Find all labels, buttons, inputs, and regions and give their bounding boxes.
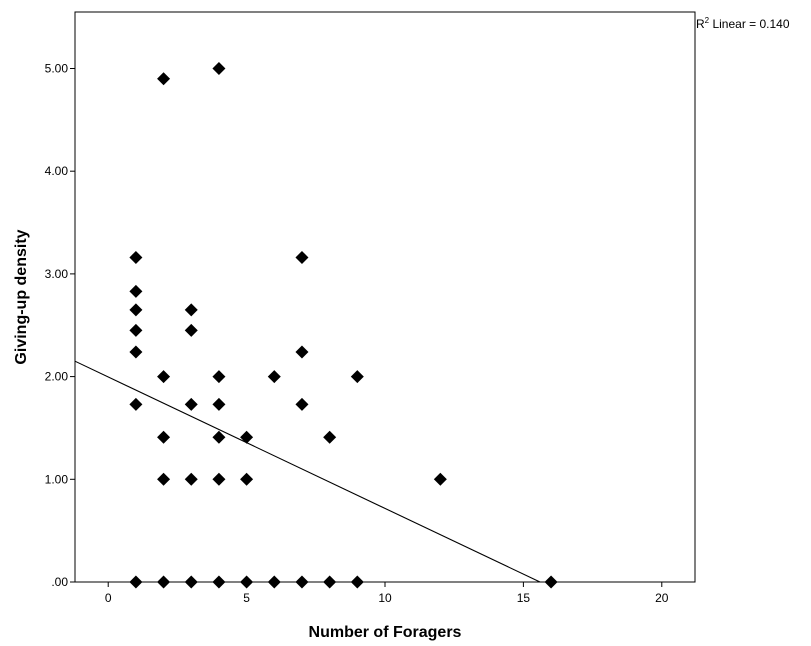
x-tick-label: 10 [378, 591, 392, 605]
scatter-point [323, 575, 337, 589]
scatter-point [184, 323, 198, 337]
scatter-point [184, 303, 198, 317]
scatter-point [212, 370, 226, 384]
scatter-point [295, 575, 309, 589]
r-squared-superscript: 2 [705, 16, 710, 25]
plot-content [74, 61, 558, 589]
y-tick-label: 1.00 [45, 472, 69, 486]
scatter-point [267, 370, 281, 384]
scatter-point [323, 430, 337, 444]
scatter-point [129, 397, 143, 411]
axes [74, 11, 696, 583]
y-tick-label: 2.00 [45, 370, 69, 384]
scatter-point [184, 472, 198, 486]
scatter-point [129, 250, 143, 264]
scatter-point [433, 472, 447, 486]
x-axis-title: Number of Foragers [309, 624, 462, 641]
y-axis-ticks: .00 1.00 2.00 3.00 4.00 5.00 [45, 61, 75, 589]
scatter-point [157, 72, 171, 86]
linear-fit-line [74, 360, 541, 583]
scatter-point [212, 472, 226, 486]
y-tick-label: 5.00 [45, 61, 69, 75]
scatter-point [544, 575, 558, 589]
scatter-point [184, 397, 198, 411]
scatter-point [157, 472, 171, 486]
x-axis-ticks: 0 5 10 15 20 [105, 582, 669, 605]
scatter-point [129, 575, 143, 589]
y-tick-label: 3.00 [45, 267, 69, 281]
plot-frame [74, 11, 696, 583]
scatter-point [129, 323, 143, 337]
scatter-point [212, 430, 226, 444]
scatter-point [350, 370, 364, 384]
y-axis-title: Giving-up density [13, 229, 30, 364]
scatter-point [240, 575, 254, 589]
scatter-point [212, 575, 226, 589]
scatter-point [240, 472, 254, 486]
scatter-point [212, 61, 226, 75]
scatter-point [295, 345, 309, 359]
scatter-point [350, 575, 364, 589]
r-squared-text: Linear = 0.140 [709, 17, 790, 31]
r-squared-prefix: R [696, 17, 705, 31]
r-squared-annotation: R2 Linear = 0.140 [696, 16, 790, 31]
scatter-point [295, 397, 309, 411]
scatter-point [129, 284, 143, 298]
x-tick-label: 15 [517, 591, 531, 605]
scatter-point [157, 370, 171, 384]
scatter-point [184, 575, 198, 589]
scatter-point [157, 430, 171, 444]
scatter-point [129, 345, 143, 359]
scatter-point [129, 303, 143, 317]
scatter-point [212, 397, 226, 411]
x-tick-label: 20 [655, 591, 669, 605]
scatter-point [295, 250, 309, 264]
y-tick-label: .00 [51, 575, 68, 589]
scatter-point [267, 575, 281, 589]
x-tick-label: 0 [105, 591, 112, 605]
scatter-point [157, 575, 171, 589]
x-tick-label: 5 [243, 591, 250, 605]
scatter-point [240, 430, 254, 444]
y-tick-label: 4.00 [45, 164, 69, 178]
